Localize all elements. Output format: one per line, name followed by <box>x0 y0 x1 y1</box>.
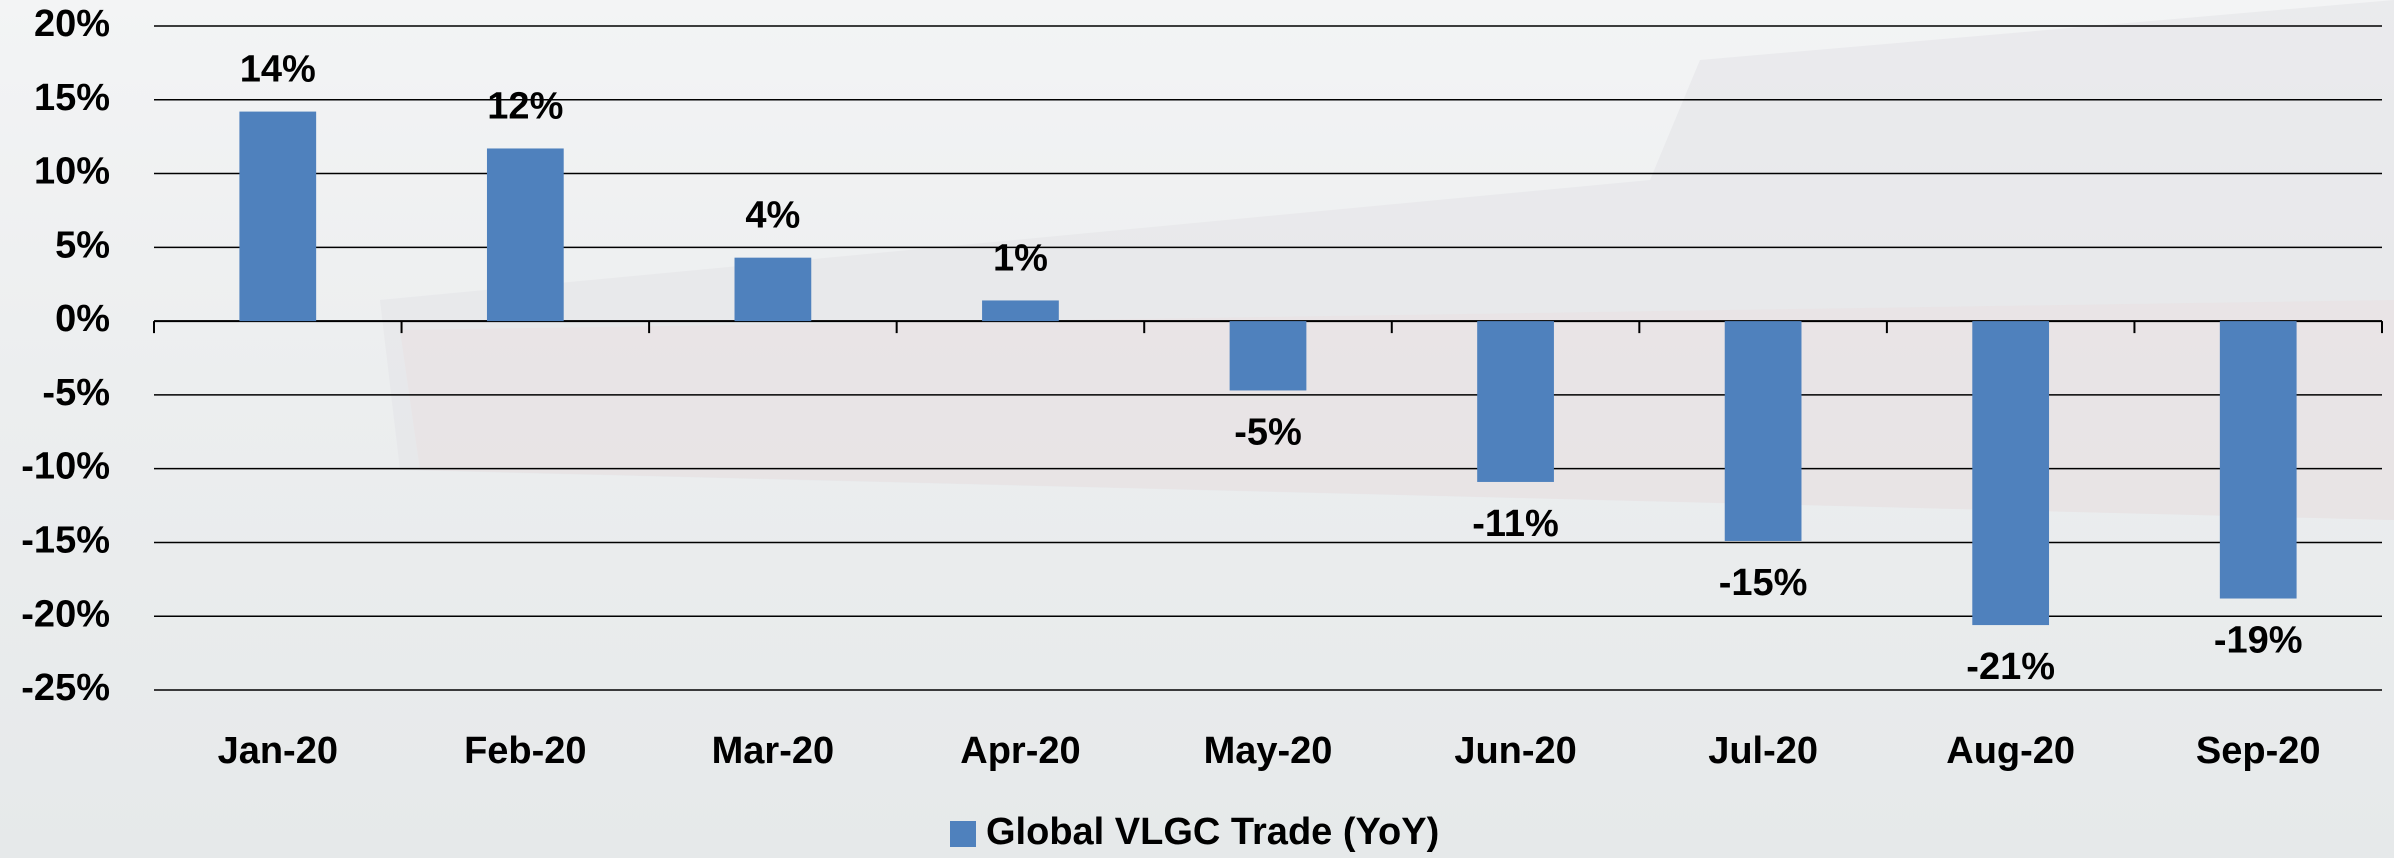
value-label: -11% <box>1472 503 1559 545</box>
bar <box>1725 321 1802 541</box>
bar <box>2220 321 2297 598</box>
value-label: 14% <box>240 49 316 91</box>
bar <box>1230 321 1307 390</box>
page: {"chart_data": {"type": "bar", "categori… <box>0 0 2394 858</box>
bar <box>982 300 1059 321</box>
x-tick-label: Mar-20 <box>712 730 835 772</box>
bar <box>735 258 812 321</box>
y-tick-label: 10% <box>34 151 110 193</box>
bar <box>239 112 316 322</box>
bar <box>1972 321 2049 625</box>
y-tick-label: 5% <box>55 224 110 266</box>
value-label: 4% <box>745 195 800 237</box>
y-tick-label: -20% <box>21 593 110 635</box>
y-tick-label: 0% <box>55 298 110 340</box>
value-label: -19% <box>2214 620 2303 662</box>
x-tick-label: Feb-20 <box>464 730 586 772</box>
y-tick-label: 15% <box>34 77 110 119</box>
chart: -25% -20% -15% -10% -5% 0% 5% 10% 15% 20% 14% 12% 4%… <box>0 0 2394 858</box>
x-tick-label: Aug-20 <box>1946 730 2075 772</box>
y-tick-label: -10% <box>21 446 110 488</box>
x-tick-label: Jul-20 <box>1708 730 1818 772</box>
value-label: -21% <box>1966 646 2055 688</box>
x-tick-label: Apr-20 <box>960 730 1080 772</box>
legend-label: Global VLGC Trade (YoY) <box>986 811 1439 853</box>
y-tick-label: -15% <box>21 519 110 561</box>
x-tick-label: Jun-20 <box>1454 730 1576 772</box>
bar <box>487 148 564 321</box>
y-tick-label: 20% <box>34 3 110 45</box>
y-tick-label: -5% <box>42 372 110 414</box>
y-tick-label: -25% <box>21 667 110 709</box>
value-label: 1% <box>993 237 1048 279</box>
value-label: -15% <box>1719 562 1808 604</box>
value-label: 12% <box>487 86 563 128</box>
legend-swatch <box>950 821 976 847</box>
bar <box>1477 321 1554 482</box>
x-tick-label: May-20 <box>1204 730 1333 772</box>
value-label: -5% <box>1234 411 1302 453</box>
x-tick-label: Sep-20 <box>2196 730 2321 772</box>
x-tick-label: Jan-20 <box>218 730 338 772</box>
